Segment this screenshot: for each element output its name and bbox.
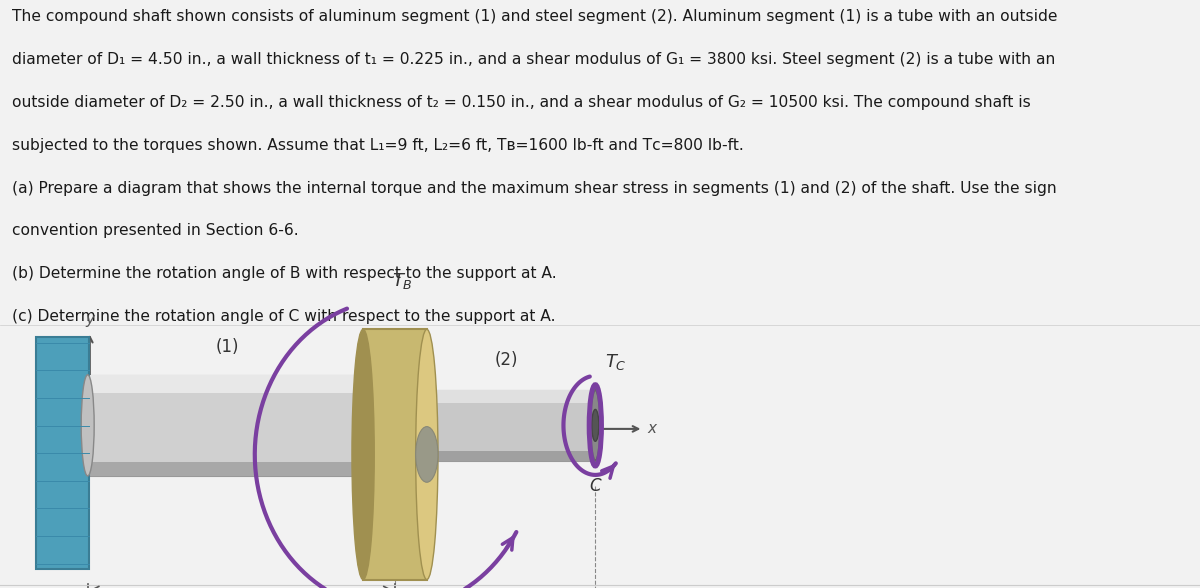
Text: C: C [589,477,601,495]
Text: y: y [85,312,95,327]
FancyBboxPatch shape [419,390,595,461]
Ellipse shape [352,329,374,580]
Text: (a) Prepare a diagram that shows the internal torque and the maximum shear stres: (a) Prepare a diagram that shows the int… [12,181,1057,196]
FancyBboxPatch shape [88,375,376,476]
Text: B: B [389,564,401,582]
Text: A: A [43,442,54,460]
FancyBboxPatch shape [419,390,595,403]
Ellipse shape [82,375,94,476]
Ellipse shape [590,390,600,461]
Text: (c) Determine the rotation angle of C with respect to the support at A.: (c) Determine the rotation angle of C wi… [12,309,556,325]
Text: $T_B$: $T_B$ [391,272,413,292]
Text: (2): (2) [496,350,518,369]
Text: (1): (1) [216,338,239,356]
Ellipse shape [370,375,383,476]
Text: outside diameter of D₂ = 2.50 in., a wall thickness of t₂ = 0.150 in., and a she: outside diameter of D₂ = 2.50 in., a wal… [12,95,1031,110]
FancyBboxPatch shape [88,375,376,393]
Text: diameter of D₁ = 4.50 in., a wall thickness of t₁ = 0.225 in., and a shear modul: diameter of D₁ = 4.50 in., a wall thickn… [12,52,1055,67]
Text: The compound shaft shown consists of aluminum segment (1) and steel segment (2).: The compound shaft shown consists of alu… [12,9,1057,24]
Text: $T_C$: $T_C$ [605,352,626,372]
Ellipse shape [592,409,599,441]
FancyBboxPatch shape [419,451,595,461]
FancyBboxPatch shape [364,329,427,580]
Ellipse shape [415,329,438,580]
FancyBboxPatch shape [36,337,89,569]
Text: x: x [647,422,656,436]
Ellipse shape [415,427,438,482]
Text: convention presented in Section 6-6.: convention presented in Section 6-6. [12,223,299,239]
Text: subjected to the torques shown. Assume that L₁=9 ft, L₂=6 ft, Tʙ=1600 lb-ft and : subjected to the torques shown. Assume t… [12,138,744,153]
Text: (b) Determine the rotation angle of B with respect to the support at A.: (b) Determine the rotation angle of B wi… [12,266,557,282]
FancyBboxPatch shape [88,462,376,476]
